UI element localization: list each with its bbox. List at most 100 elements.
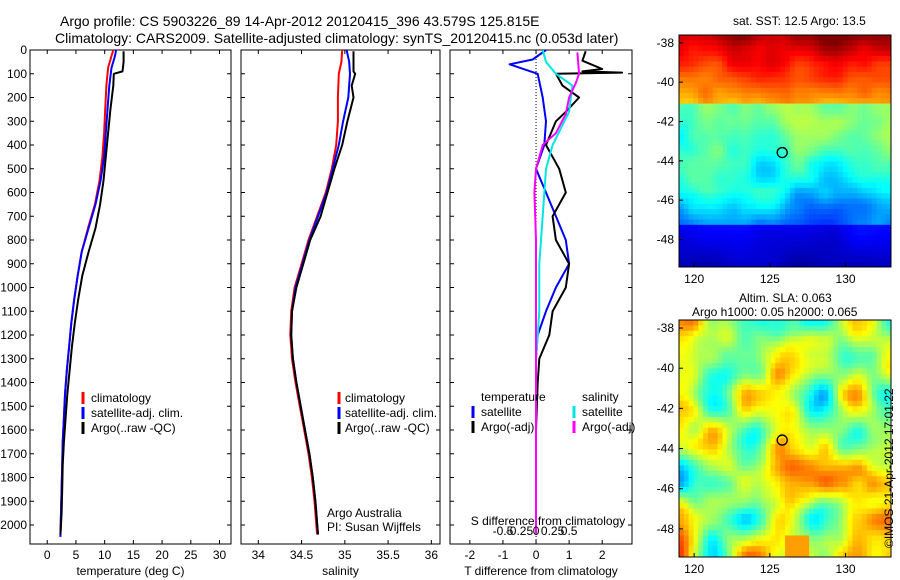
heatmap-cell	[823, 325, 829, 332]
heatmap-cell	[862, 384, 868, 391]
heatmap-cell	[780, 352, 786, 359]
heatmap-cell	[881, 427, 887, 434]
heatmap-cell	[794, 193, 801, 200]
heatmap-cell	[741, 551, 748, 557]
heatmap-cell	[703, 341, 709, 348]
heatmap-cell	[707, 406, 714, 413]
heatmap-cell	[876, 373, 882, 380]
heatmap-cell	[866, 438, 873, 445]
heatmap-cell	[760, 363, 767, 370]
heatmap-cell	[794, 363, 801, 370]
heatmap-cell	[847, 497, 854, 504]
heatmap-cell	[756, 476, 762, 483]
heatmap-cell	[842, 198, 849, 205]
heatmap-cell	[717, 460, 723, 467]
heatmap-cell	[679, 492, 685, 499]
heatmap-cell	[727, 443, 733, 450]
heatmap-cell	[804, 390, 810, 397]
heatmap-cell	[818, 193, 825, 200]
heatmap-cell	[756, 71, 762, 78]
heatmap-cell	[770, 209, 776, 215]
heatmap-cell	[741, 486, 748, 493]
heatmap-cell	[866, 193, 873, 200]
heatmap-cell	[838, 82, 844, 89]
heatmap-cell	[780, 187, 786, 194]
heatmap-cell	[857, 325, 863, 332]
heatmap-cell	[770, 460, 776, 467]
heatmap-cell	[876, 209, 882, 215]
heatmap-cell	[871, 172, 878, 178]
heatmap-cell	[765, 433, 772, 440]
heatmap-cell	[823, 214, 829, 221]
heatmap-cell	[679, 508, 685, 515]
heatmap-cell	[823, 503, 829, 510]
heatmap-cell	[679, 460, 685, 467]
heatmap-cell	[789, 390, 796, 397]
heatmap-cell	[857, 524, 863, 531]
heatmap-cell	[881, 470, 887, 477]
heatmap-cell	[722, 406, 728, 413]
heatmap-cell	[780, 61, 786, 68]
heatmap-cell	[886, 379, 891, 386]
heatmap-cell	[722, 166, 728, 173]
heatmap-cell	[688, 129, 695, 136]
heatmap-cell	[876, 187, 882, 194]
heatmap-cell	[842, 71, 849, 78]
heatmap-cell	[703, 546, 709, 553]
heatmap-cell	[809, 325, 815, 332]
heatmap-cell	[727, 87, 733, 94]
heatmap-cell	[751, 219, 757, 226]
heatmap-cell	[736, 235, 743, 242]
heatmap-cell	[813, 492, 820, 499]
heatmap-cell	[828, 235, 834, 242]
heatmap-cell	[799, 416, 805, 423]
heatmap-cell	[828, 411, 834, 418]
heatmap-cell	[698, 251, 704, 258]
heatmap-cell	[833, 161, 839, 168]
sla-map: 120 125 130-38-40-42-44-46-48	[657, 319, 892, 576]
heatmap-cell	[886, 119, 891, 126]
heatmap-cell	[722, 145, 728, 152]
heatmap-cell	[857, 492, 863, 499]
heatmap-cell	[813, 390, 820, 397]
heatmap-cell	[775, 261, 781, 267]
heatmap-cell	[770, 66, 776, 73]
heatmap-cell	[857, 103, 863, 110]
heatmap-cell	[741, 135, 748, 142]
heatmap-cell	[857, 219, 863, 226]
heatmap-cell	[866, 395, 873, 402]
heatmap-cell	[780, 438, 786, 445]
heatmap-cell	[886, 182, 891, 189]
heatmap-cell	[765, 373, 772, 380]
heatmap-cell	[866, 145, 873, 152]
heatmap-cell	[727, 198, 733, 205]
heatmap-cell	[866, 336, 873, 343]
heatmap-cell	[857, 497, 863, 504]
heatmap-cell	[770, 124, 776, 131]
heatmap-cell	[712, 87, 719, 94]
heatmap-cell	[876, 256, 882, 263]
heatmap-cell	[809, 172, 815, 178]
x-tick-label: -2	[465, 548, 476, 562]
heatmap-cell	[722, 103, 728, 110]
heatmap-cell	[698, 346, 704, 353]
heatmap-cell	[770, 352, 776, 359]
heatmap-cell	[823, 400, 829, 407]
heatmap-cell	[698, 66, 704, 73]
heatmap-cell	[722, 540, 728, 547]
heatmap-cell	[886, 460, 891, 467]
heatmap-cell	[823, 145, 829, 152]
heatmap-cell	[813, 411, 820, 418]
heatmap-cell	[857, 145, 863, 152]
heatmap-cell	[881, 71, 887, 78]
heatmap-cell	[838, 427, 844, 434]
heatmap-cell	[813, 540, 820, 547]
heatmap-cell	[881, 151, 887, 157]
heatmap-cell	[842, 129, 849, 136]
heatmap-cell	[852, 460, 858, 467]
series-group	[59, 50, 125, 537]
heatmap-cell	[799, 460, 805, 467]
heatmap-cell	[785, 61, 791, 68]
heatmap-cell	[693, 193, 699, 200]
heatmap-cell	[833, 166, 839, 173]
